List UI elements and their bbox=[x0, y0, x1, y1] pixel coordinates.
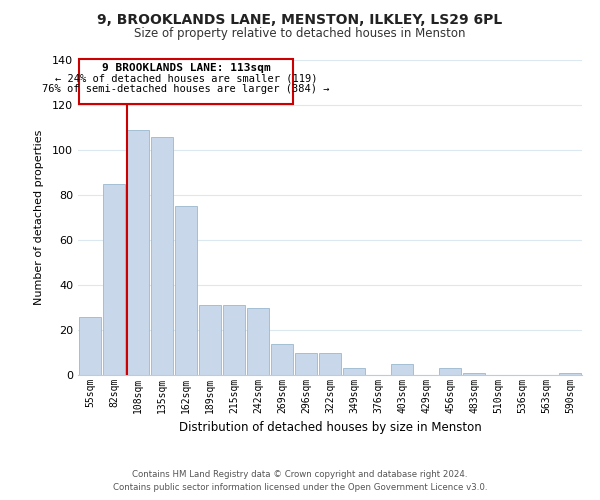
Bar bbox=[199, 305, 221, 375]
Bar bbox=[439, 368, 461, 375]
Bar bbox=[559, 373, 581, 375]
Bar bbox=[223, 305, 245, 375]
Text: 9 BROOKLANDS LANE: 113sqm: 9 BROOKLANDS LANE: 113sqm bbox=[101, 64, 271, 74]
Y-axis label: Number of detached properties: Number of detached properties bbox=[34, 130, 44, 305]
Text: ← 24% of detached houses are smaller (119): ← 24% of detached houses are smaller (11… bbox=[55, 74, 317, 84]
Text: 76% of semi-detached houses are larger (384) →: 76% of semi-detached houses are larger (… bbox=[42, 84, 330, 94]
Text: 9, BROOKLANDS LANE, MENSTON, ILKLEY, LS29 6PL: 9, BROOKLANDS LANE, MENSTON, ILKLEY, LS2… bbox=[97, 12, 503, 26]
Bar bbox=[79, 59, 293, 104]
Bar bbox=[463, 373, 485, 375]
Bar bbox=[319, 352, 341, 375]
Bar bbox=[271, 344, 293, 375]
Bar bbox=[151, 136, 173, 375]
Bar bbox=[79, 316, 101, 375]
Bar bbox=[247, 308, 269, 375]
Text: Contains HM Land Registry data © Crown copyright and database right 2024.
Contai: Contains HM Land Registry data © Crown c… bbox=[113, 470, 487, 492]
Text: Size of property relative to detached houses in Menston: Size of property relative to detached ho… bbox=[134, 28, 466, 40]
Bar bbox=[295, 352, 317, 375]
Bar bbox=[343, 368, 365, 375]
Bar bbox=[127, 130, 149, 375]
Bar bbox=[103, 184, 125, 375]
Bar bbox=[391, 364, 413, 375]
Bar bbox=[175, 206, 197, 375]
X-axis label: Distribution of detached houses by size in Menston: Distribution of detached houses by size … bbox=[179, 422, 481, 434]
